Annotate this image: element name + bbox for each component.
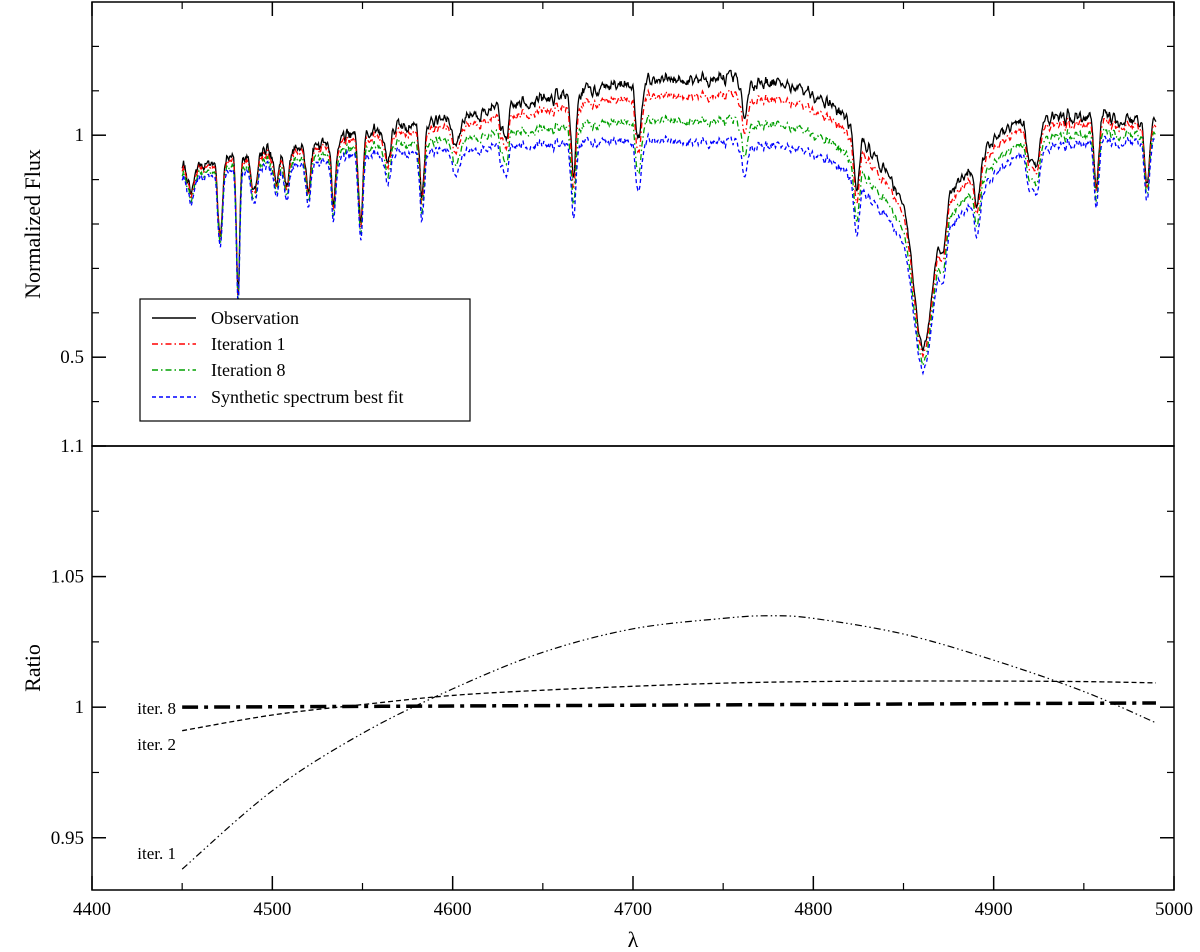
annotation-iter-2: iter. 2 bbox=[137, 735, 176, 754]
bottom-ticks: 0.95 1 1.05 1.1 4400 4500 4600 4700 4800 4900 5000 bbox=[51, 436, 1193, 920]
bottom-y-axis-label: Ratio bbox=[20, 644, 45, 692]
legend-label-observation: Observation bbox=[211, 308, 299, 328]
top-y-axis-label: Normalized Flux bbox=[20, 149, 45, 299]
top-y-ticks: 0.51 bbox=[60, 2, 1175, 403]
ratio-curve-iter-1 bbox=[181, 615, 1157, 870]
x-tick-label-4900: 4900 bbox=[975, 899, 1013, 920]
top-y-tick-label-0-5: 0.5 bbox=[60, 347, 84, 368]
x-tick-label-4700: 4700 bbox=[614, 899, 652, 920]
ratio-curve-iter-8 bbox=[182, 701, 1156, 709]
bottom-plot-frame bbox=[91, 445, 1175, 891]
bottom-series-group bbox=[181, 615, 1157, 870]
legend-entry-synthetic-best-fit: Synthetic spectrum best fit bbox=[152, 387, 403, 407]
x-tick-label-4800: 4800 bbox=[794, 899, 832, 920]
annotation-iter-1: iter. 1 bbox=[137, 844, 176, 863]
top-series-observation bbox=[181, 69, 1157, 352]
legend-entry-observation: Observation bbox=[152, 308, 299, 328]
top-series-group bbox=[181, 69, 1157, 376]
legend-label-synthetic-best-fit: Synthetic spectrum best fit bbox=[211, 387, 403, 407]
x-tick-label-5000: 5000 bbox=[1155, 899, 1193, 920]
x-tick-label-4400: 4400 bbox=[73, 899, 111, 920]
bottom-y-tick-label-1-05: 1.05 bbox=[51, 567, 84, 588]
x-tick-label-4600: 4600 bbox=[434, 899, 472, 920]
annotation-iter-8: iter. 8 bbox=[137, 699, 176, 718]
legend: Observation Iteration 1 Iteration 8 Synt… bbox=[139, 298, 471, 422]
legend-entry-iteration-8: Iteration 8 bbox=[152, 360, 285, 380]
top-series-iteration-1 bbox=[181, 88, 1157, 359]
bottom-y-tick-label-0-95: 0.95 bbox=[51, 828, 84, 849]
legend-label-iteration-8: Iteration 8 bbox=[211, 360, 285, 380]
top-y-tick-label-1: 1 bbox=[75, 125, 85, 146]
bottom-y-tick-label-1-1: 1.1 bbox=[60, 436, 84, 457]
x-tick-label-4500: 4500 bbox=[253, 899, 291, 920]
legend-entry-iteration-1: Iteration 1 bbox=[152, 334, 285, 354]
bottom-y-tick-label-1: 1 bbox=[75, 697, 85, 718]
legend-label-iteration-1: Iteration 1 bbox=[211, 334, 285, 354]
legend-box bbox=[139, 298, 471, 422]
x-axis-label: λ bbox=[628, 927, 639, 952]
top-panel: 0.51 Normalized Flux Observation Iterati… bbox=[20, 1, 1175, 447]
bottom-panel: 0.95 1 1.05 1.1 4400 4500 4600 4700 4800 4900 5000… bbox=[20, 436, 1193, 952]
